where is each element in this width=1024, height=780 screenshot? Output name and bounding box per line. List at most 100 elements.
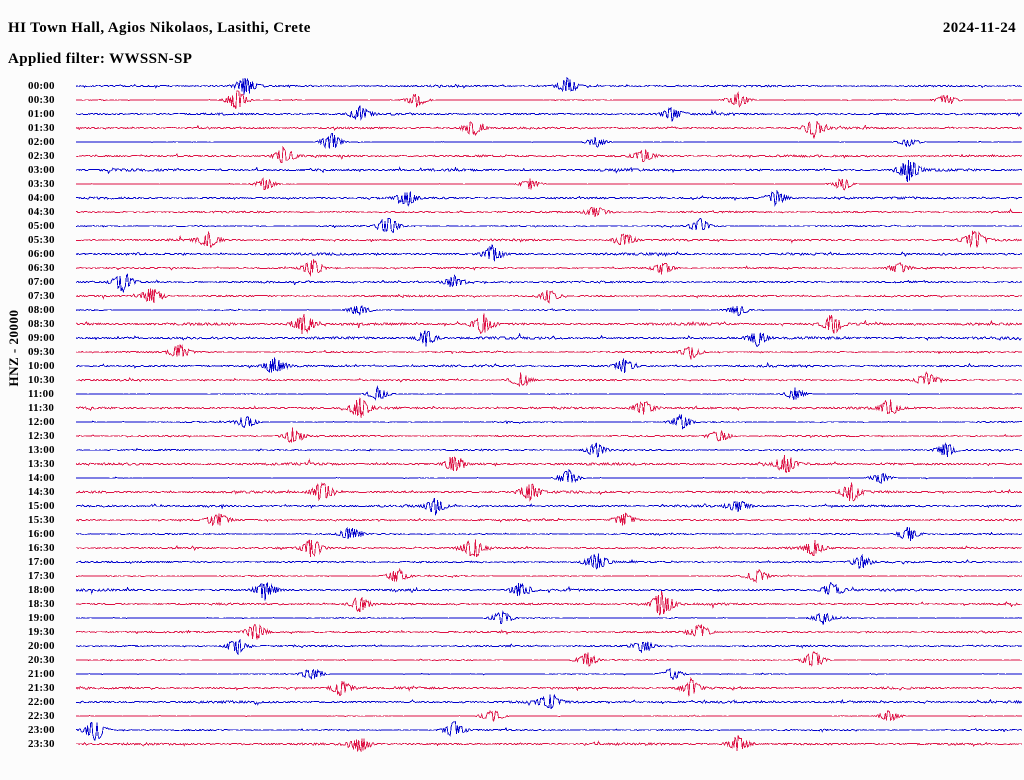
seismic-trace	[76, 230, 1022, 248]
date-label: 2024-11-24	[942, 20, 1016, 36]
trace-row: 18:30	[0, 591, 1024, 617]
seismic-trace	[76, 76, 1022, 95]
time-tick-label: 21:00	[28, 668, 55, 680]
time-tick-label: 00:30	[28, 94, 55, 106]
time-tick-label: 15:00	[28, 500, 55, 512]
time-tick-label: 21:30	[28, 682, 55, 694]
trace-row: 21:30	[0, 677, 1024, 697]
trace-row: 06:00	[0, 244, 1024, 262]
time-tick-label: 16:00	[28, 528, 55, 540]
trace-row: 13:00	[0, 442, 1024, 458]
trace-row: 15:00	[0, 497, 1024, 516]
trace-row: 05:00	[0, 217, 1024, 234]
time-tick-label: 02:30	[28, 150, 55, 162]
seismic-trace	[76, 132, 1022, 149]
trace-row: 14:30	[0, 482, 1024, 502]
trace-row: 00:00	[0, 76, 1024, 95]
seismic-trace	[76, 667, 1022, 681]
time-tick-label: 19:00	[28, 612, 55, 624]
trace-row: 02:00	[0, 132, 1024, 150]
time-tick-label: 12:00	[28, 416, 55, 428]
trace-row: 02:30	[0, 145, 1024, 164]
trace-row: 09:30	[0, 344, 1024, 360]
time-tick-label: 14:30	[28, 486, 55, 498]
time-tick-label: 10:30	[28, 374, 55, 386]
trace-row: 23:30	[0, 735, 1024, 753]
seismic-trace	[76, 288, 1022, 304]
trace-row: 08:30	[0, 313, 1024, 335]
trace-row: 01:00	[0, 105, 1024, 122]
time-tick-label: 17:30	[28, 570, 55, 582]
time-tick-label: 04:00	[28, 192, 55, 204]
time-tick-label: 02:00	[28, 136, 55, 148]
trace-row: 06:30	[0, 258, 1024, 277]
trace-row: 07:30	[0, 288, 1024, 304]
time-tick-label: 13:30	[28, 458, 55, 470]
seismic-trace	[76, 330, 1022, 348]
trace-row: 00:30	[0, 90, 1024, 110]
trace-row: 22:30	[0, 710, 1024, 724]
trace-row: 22:00	[0, 694, 1024, 710]
seismic-trace	[76, 344, 1022, 360]
time-tick-label: 01:30	[28, 122, 55, 134]
seismic-trace	[76, 105, 1022, 122]
time-tick-label: 15:30	[28, 514, 55, 526]
seismic-trace	[76, 206, 1022, 217]
trace-row: 17:00	[0, 553, 1024, 570]
time-tick-label: 05:30	[28, 234, 55, 246]
trace-row: 04:00	[0, 189, 1024, 208]
seismic-trace	[76, 177, 1022, 191]
trace-row: 17:30	[0, 568, 1024, 584]
trace-row: 07:00	[0, 273, 1024, 294]
time-tick-label: 10:00	[28, 360, 55, 372]
seismic-trace	[76, 539, 1022, 558]
trace-row: 10:30	[0, 371, 1024, 388]
seismic-trace	[76, 623, 1022, 640]
page-title: HI Town Hall, Agios Nikolaos, Lasithi, C…	[8, 20, 311, 36]
time-tick-label: 13:00	[28, 444, 55, 456]
seismic-trace	[76, 610, 1022, 625]
time-tick-label: 19:30	[28, 626, 55, 638]
trace-row: 11:00	[0, 385, 1024, 402]
seismic-trace	[76, 397, 1022, 418]
time-tick-label: 14:00	[28, 472, 55, 484]
trace-row: 08:00	[0, 304, 1024, 318]
seismic-trace	[76, 357, 1022, 374]
seismic-trace	[76, 305, 1022, 317]
seismic-trace	[76, 244, 1022, 262]
time-tick-label: 16:30	[28, 542, 55, 554]
trace-row: 05:30	[0, 230, 1024, 248]
trace-row: 09:00	[0, 330, 1024, 348]
trace-row: 04:30	[0, 206, 1024, 220]
trace-row: 20:00	[0, 638, 1024, 655]
seismic-trace	[76, 553, 1022, 570]
time-tick-label: 07:00	[28, 276, 55, 288]
seismic-trace	[76, 721, 1022, 742]
time-tick-label: 22:00	[28, 696, 55, 708]
time-tick-label: 07:30	[28, 290, 55, 302]
trace-row: 19:00	[0, 610, 1024, 626]
time-tick-label: 09:00	[28, 332, 55, 344]
seismic-trace	[76, 258, 1022, 277]
time-tick-label: 03:00	[28, 164, 55, 176]
trace-row: 12:30	[0, 427, 1024, 444]
seismic-trace	[76, 454, 1022, 474]
trace-row: 23:00	[0, 721, 1024, 742]
time-tick-label: 23:00	[28, 724, 55, 736]
seismic-trace	[76, 189, 1022, 208]
trace-row: 03:30	[0, 177, 1024, 192]
trace-row: 15:30	[0, 511, 1024, 528]
trace-row: 03:00	[0, 159, 1024, 182]
time-tick-label: 18:00	[28, 584, 55, 596]
time-tick-label: 11:30	[28, 402, 55, 414]
seismic-trace	[76, 413, 1022, 430]
trace-row: 19:30	[0, 623, 1024, 640]
time-tick-label: 20:00	[28, 640, 55, 652]
seismic-trace	[76, 651, 1022, 667]
time-tick-label: 09:30	[28, 346, 55, 358]
trace-row: 14:00	[0, 469, 1024, 486]
time-tick-label: 18:30	[28, 598, 55, 610]
trace-row: 10:00	[0, 357, 1024, 374]
trace-row: 12:00	[0, 413, 1024, 430]
